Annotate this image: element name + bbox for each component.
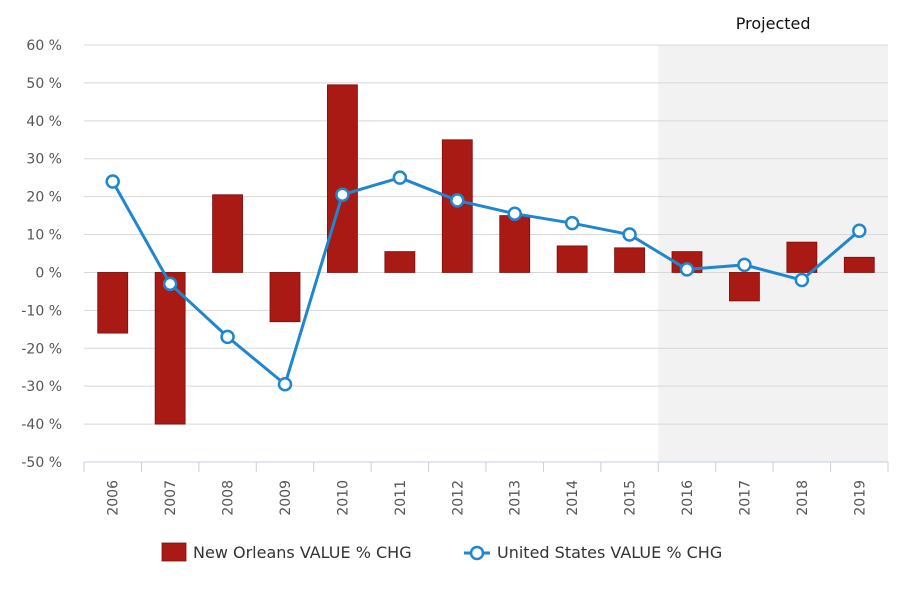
bar: [729, 272, 760, 302]
bar: [499, 215, 531, 273]
projected-label: Projected: [736, 14, 811, 33]
y-tick-label: -10 %: [21, 303, 62, 319]
legend-label-new-orleans: New Orleans VALUE % CHG: [193, 543, 412, 562]
line-point: [450, 193, 465, 208]
bar: [97, 272, 129, 334]
bar: [843, 256, 875, 273]
line-point: [737, 257, 752, 273]
y-tick-label: -40 %: [21, 417, 62, 433]
y-tick-label: -30 %: [21, 379, 62, 395]
line-point: [162, 276, 178, 292]
line-point: [105, 174, 120, 189]
x-tick-label: 2009: [278, 480, 294, 516]
line-point: [507, 206, 522, 221]
y-tick-label: 50 %: [26, 76, 62, 92]
x-tick-label: 2006: [106, 480, 122, 516]
legend-swatch-new-orleans: [161, 542, 187, 562]
x-tick-label: 2010: [335, 480, 351, 516]
bar: [556, 245, 588, 273]
line-point: [852, 223, 867, 239]
line-point: [564, 215, 580, 231]
line-point: [679, 262, 695, 277]
y-tick-label: 20 %: [26, 190, 62, 206]
line-point: [794, 272, 810, 288]
legend-marker-us: [469, 545, 485, 561]
x-tick-label: 2011: [393, 480, 409, 516]
x-tick-label: 2015: [623, 480, 639, 516]
x-tick-label: 2019: [852, 480, 868, 516]
line-point: [622, 227, 637, 242]
x-tick-label: 2014: [565, 480, 581, 516]
bar: [212, 194, 243, 273]
y-tick-label: 60 %: [26, 38, 62, 54]
x-tick-label: 2016: [680, 480, 696, 516]
bar: [269, 272, 301, 323]
y-tick-label: 30 %: [26, 152, 62, 168]
y-tick-label: 10 %: [26, 228, 62, 244]
bar: [614, 247, 645, 273]
y-tick-label: -50 %: [21, 455, 62, 471]
x-tick-label: 2007: [163, 480, 179, 516]
us-series-line: [111, 176, 861, 386]
legend-label-us: United States VALUE % CHG: [497, 543, 722, 562]
bar: [786, 241, 818, 273]
x-tick-label: 2017: [737, 480, 753, 516]
bar: [327, 84, 358, 273]
x-tick-label: 2013: [508, 480, 524, 516]
y-tick-label: 40 %: [26, 114, 62, 130]
x-tick-label: 2008: [221, 480, 237, 516]
y-tick-label: -20 %: [21, 341, 62, 357]
line-point: [392, 170, 408, 185]
line-point: [335, 187, 350, 202]
line-point: [220, 329, 235, 345]
bar: [384, 251, 416, 273]
line-point: [277, 377, 293, 392]
x-tick-label: 2012: [450, 480, 466, 516]
y-tick-label: 0 %: [35, 265, 62, 281]
bar: [154, 272, 186, 425]
x-tick-label: 2018: [795, 480, 811, 516]
